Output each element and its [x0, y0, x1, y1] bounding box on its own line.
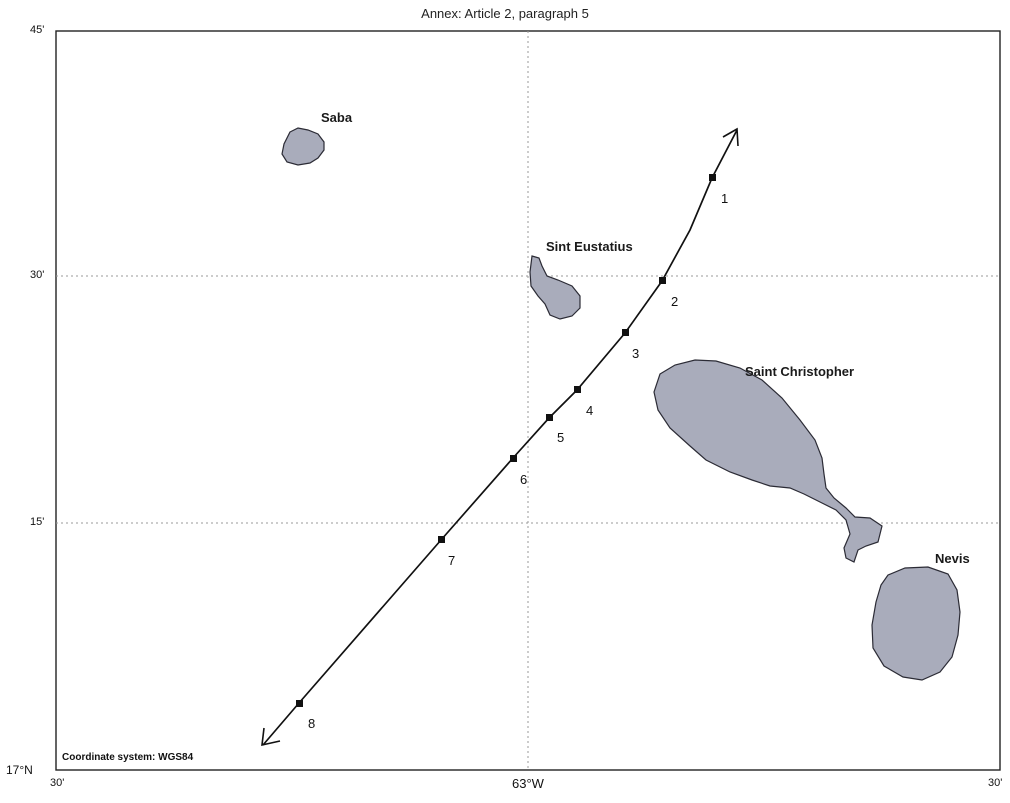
- arrow-northeast-icon: [722, 127, 739, 147]
- island-label-saba: Saba: [321, 110, 353, 125]
- vertex-label-3: 3: [632, 346, 639, 361]
- vertex-4: [574, 386, 581, 393]
- vertex-3: [622, 329, 629, 336]
- arrow-southwest-icon: [261, 727, 281, 747]
- boundary-line: [262, 129, 738, 746]
- vertex-label-4: 4: [586, 403, 593, 418]
- island-sint-eustatius: [529, 255, 581, 320]
- vertex-label-6: 6: [520, 472, 527, 487]
- vertex-6: [510, 455, 517, 462]
- boundary-vertices: [296, 174, 716, 707]
- island-nevis: [871, 566, 961, 681]
- vertex-label-8: 8: [308, 716, 315, 731]
- coordinate-system-note: Coordinate system: WGS84: [62, 752, 194, 763]
- lon-tick-east: 30': [988, 777, 1003, 789]
- lat-tick-30: 30': [30, 269, 45, 281]
- map-title: Annex: Article 2, paragraph 5: [421, 6, 589, 21]
- vertex-8: [296, 700, 303, 707]
- lat-origin: 17°N: [6, 763, 33, 777]
- island-saint-christopher: [653, 359, 883, 563]
- island-label-nevis: Nevis: [935, 551, 970, 566]
- vertex-label-7: 7: [448, 553, 455, 568]
- island-label-sint-eustatius: Sint Eustatius: [546, 239, 633, 254]
- lat-tick-15: 15': [30, 516, 45, 528]
- graticule: [56, 31, 1000, 770]
- vertex-5: [546, 414, 553, 421]
- vertex-7: [438, 536, 445, 543]
- island-label-saint-christopher: Saint Christopher: [745, 364, 854, 379]
- vertex-label-5: 5: [557, 430, 564, 445]
- lon-tick-63w: 63°W: [512, 776, 544, 791]
- vertex-label-2: 2: [671, 294, 678, 309]
- island-saba: [281, 127, 325, 166]
- vertex-1: [709, 174, 716, 181]
- vertex-2: [659, 277, 666, 284]
- lat-tick-45: 45': [30, 24, 45, 36]
- vertex-label-1: 1: [721, 191, 728, 206]
- lon-tick-west: 30': [50, 777, 65, 789]
